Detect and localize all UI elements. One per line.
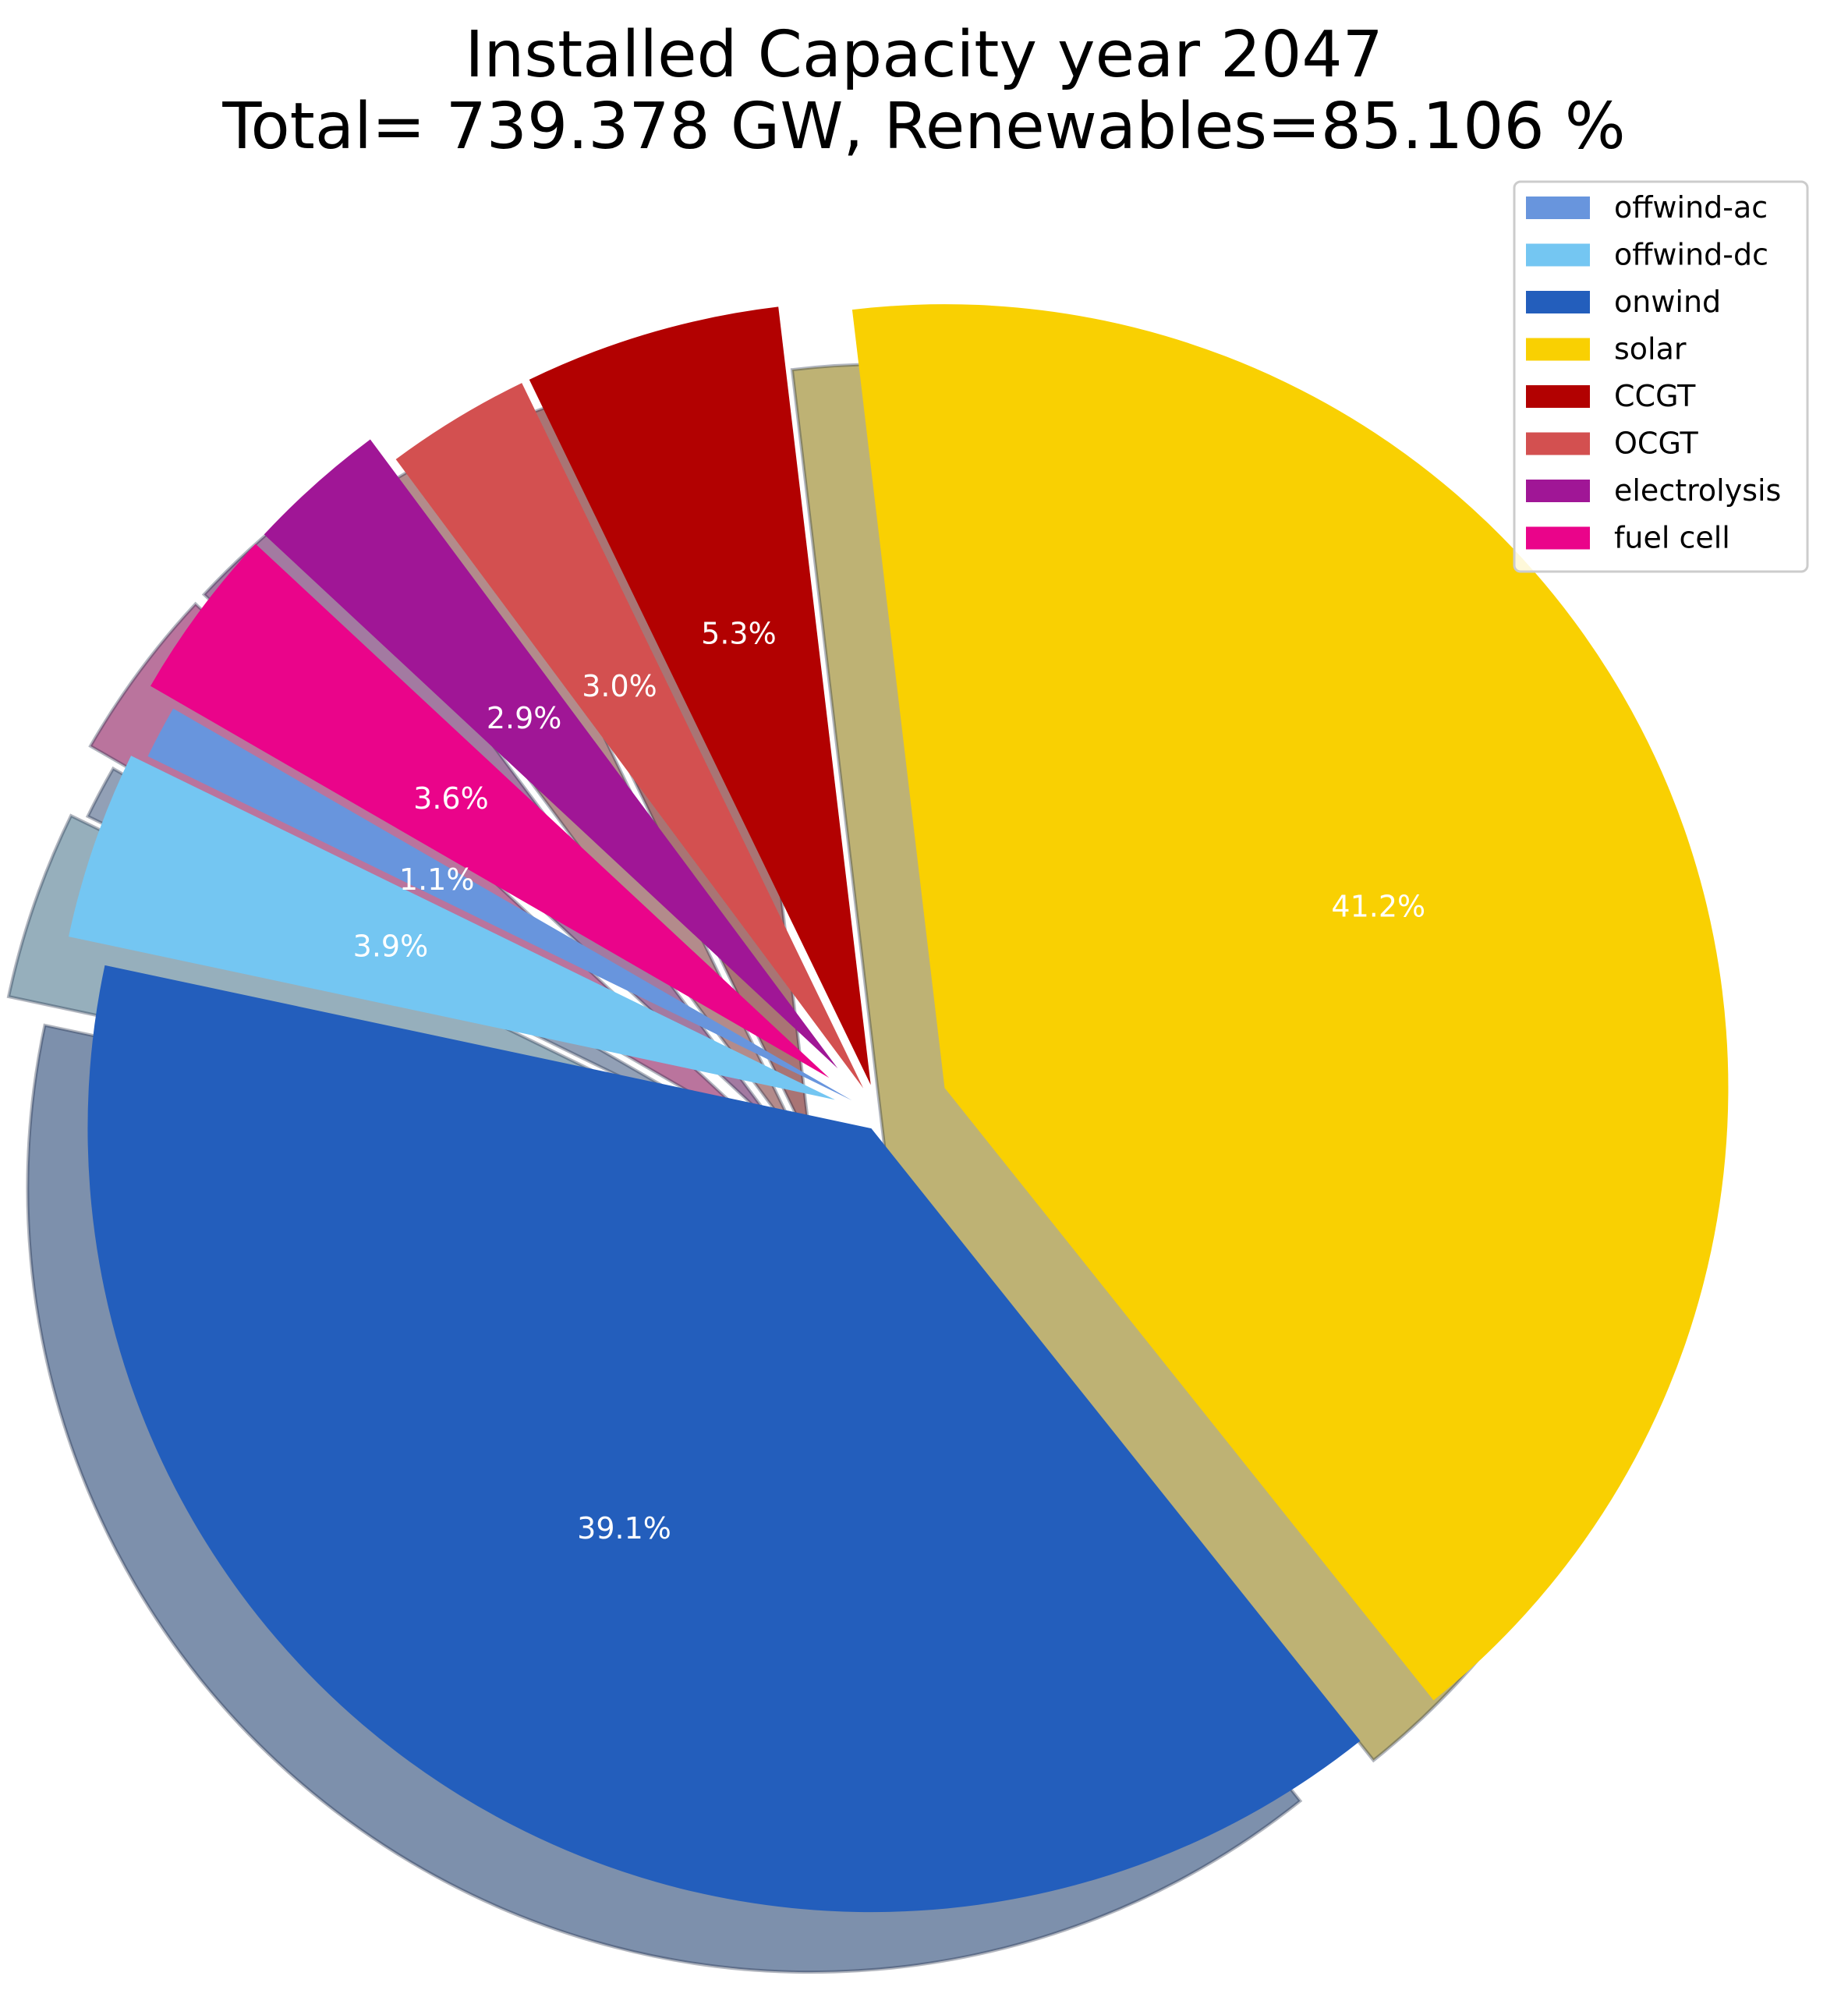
chart-subtitle: Total= 739.378 GW, Renewables=85.106 % bbox=[221, 90, 1625, 164]
pct-label-onwind: 39.1% bbox=[577, 1511, 671, 1546]
legend-label-fuel-cell: fuel cell bbox=[1614, 521, 1730, 555]
legend-swatch-electrolysis bbox=[1526, 480, 1590, 502]
legend-frame bbox=[1513, 180, 1809, 573]
legend-label-onwind: onwind bbox=[1614, 285, 1721, 319]
legend: offwind-ac offwind-dc onwind solar CCGT OCGT e… bbox=[1513, 180, 1809, 573]
pct-label-fuel-cell: 3.6% bbox=[413, 781, 489, 816]
pct-label-offwind-ac: 1.1% bbox=[399, 862, 475, 897]
wedge-ocgt bbox=[395, 383, 864, 1089]
legend-label-offwind-ac: offwind-ac bbox=[1614, 190, 1768, 225]
legend-swatch-offwind-dc bbox=[1526, 243, 1590, 267]
pct-label-electrolysis: 2.9% bbox=[487, 701, 562, 735]
legend-swatch-ocgt bbox=[1526, 432, 1590, 455]
legend-swatch-onwind bbox=[1526, 291, 1590, 313]
legend-label-ccgt: CCGT bbox=[1614, 379, 1696, 413]
pct-labels: 1.1% 3.9% 39.1% 41.2% 5.3% 3.0% 2.9% 3.6% bbox=[353, 617, 1425, 1546]
legend-label-solar: solar bbox=[1614, 332, 1687, 366]
legend-label-electrolysis: electrolysis bbox=[1614, 473, 1781, 508]
pct-label-ocgt: 3.0% bbox=[582, 669, 657, 703]
wedge-onwind bbox=[87, 965, 1361, 1913]
chart-title: Installed Capacity year 2047 bbox=[465, 18, 1383, 92]
wedge-solar bbox=[851, 304, 1729, 1701]
legend-label-ocgt: OCGT bbox=[1614, 427, 1699, 461]
wedge-offwind-dc bbox=[69, 756, 835, 1100]
pct-label-ccgt: 5.3% bbox=[701, 617, 777, 651]
legend-swatch-offwind-ac bbox=[1526, 197, 1590, 219]
pct-label-solar: 41.2% bbox=[1331, 890, 1425, 924]
legend-swatch-fuel-cell bbox=[1526, 526, 1590, 550]
wedge-ccgt bbox=[529, 306, 871, 1085]
wedge-fuel-cell bbox=[150, 544, 830, 1078]
pie-wedges bbox=[69, 304, 1729, 1913]
legend-swatch-solar bbox=[1526, 338, 1590, 361]
legend-label-offwind-dc: offwind-dc bbox=[1614, 238, 1768, 272]
legend-swatch-ccgt bbox=[1526, 385, 1590, 408]
wedge-electrolysis bbox=[264, 439, 838, 1069]
pct-label-offwind-dc: 3.9% bbox=[353, 929, 429, 964]
wedge-offwind-ac bbox=[147, 708, 852, 1101]
